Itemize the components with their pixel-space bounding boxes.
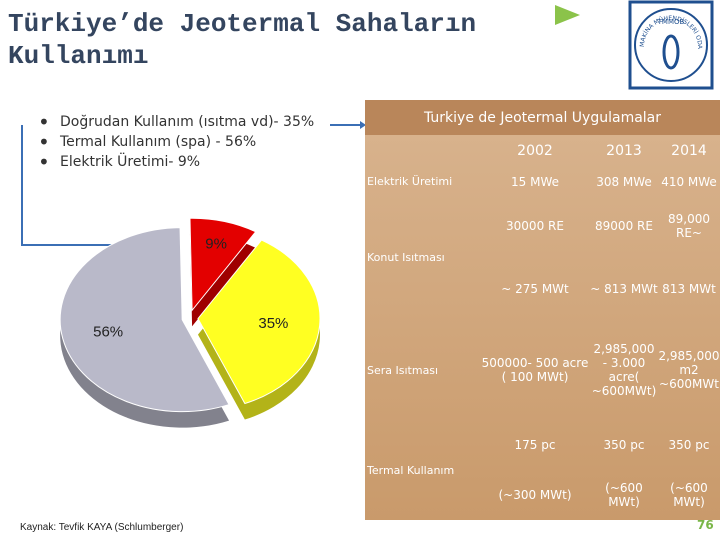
logo-top-text: TMMOB — [657, 18, 685, 26]
table-cell: 308 MWe — [596, 174, 652, 189]
pie-slice — [189, 217, 257, 312]
column-header: 2013 — [606, 143, 642, 159]
table-cell: 15 MWe — [511, 174, 559, 189]
table-cell: 500000- 500 acre ( 100 MWt) — [481, 356, 589, 384]
pie-label: 9% — [205, 236, 227, 253]
table-cell: 350 pc — [603, 438, 645, 452]
row-label: Elektrik Üretimi — [367, 175, 453, 188]
arrow-head — [360, 121, 366, 129]
row-label: Konut Isıtması — [367, 251, 445, 264]
bracket — [21, 125, 120, 246]
bullet: Doğrudan Kullanım (ısıtma vd)- 35% — [38, 112, 314, 132]
table-cell: 175 pc — [514, 438, 556, 452]
decor-arrow — [555, 5, 580, 25]
source: Kaynak: Tevfik KAYA (Schlumberger) — [20, 522, 184, 533]
bullet-list: Doğrudan Kullanım (ısıtma vd)- 35% Terma… — [38, 112, 314, 172]
table-cell: ~ 813 MWt — [590, 281, 658, 296]
column-header: 2002 — [517, 143, 553, 159]
pie-label: 56% — [93, 323, 123, 340]
row-label: Sera Isıtması — [367, 363, 439, 377]
table-cell: (~300 MWt) — [498, 488, 572, 502]
logo-ring — [634, 8, 708, 82]
bullet: Elektrik Üretimi- 9% — [38, 152, 314, 172]
logo-frame — [628, 0, 714, 90]
table: Turkiye de Jeotermal Uygulamalar 2002 2013… — [365, 100, 720, 520]
table-cell: 813 MWt — [662, 281, 716, 296]
pie-label: 35% — [258, 315, 288, 332]
table-cell: ~ 275 MWt — [501, 281, 569, 296]
bullet: Termal Kullanım (spa) - 56% — [38, 132, 314, 152]
logo-symbol — [662, 34, 680, 70]
page-number: 76 — [697, 518, 714, 532]
table-cell: 410 MWe — [661, 174, 717, 189]
table-cell: 30000 RE — [506, 219, 564, 234]
pie-slice — [59, 227, 230, 413]
table-cell: 2,985,000 m2 ~600MWt — [658, 349, 720, 391]
table-title: Turkiye de Jeotermal Uygulamalar — [365, 100, 720, 135]
table-cell: 2,985,000 - 3.000 acre( ~600MWt) — [591, 342, 657, 398]
slide-title: Türkiye’de Jeotermal Sahaların Kullanımı — [8, 9, 477, 71]
row-label: Termal Kullanım — [367, 463, 455, 477]
table-cell: 89000 RE — [595, 219, 653, 234]
table-cell: (~600 MWt) — [670, 481, 708, 509]
table-cell: 89,000 RE~ — [668, 212, 710, 241]
table-cell: (~600 MWt) — [605, 481, 643, 509]
pie-slice — [197, 239, 321, 405]
table-cell: 350 pc — [668, 438, 710, 452]
column-header: 2014 — [671, 143, 707, 159]
